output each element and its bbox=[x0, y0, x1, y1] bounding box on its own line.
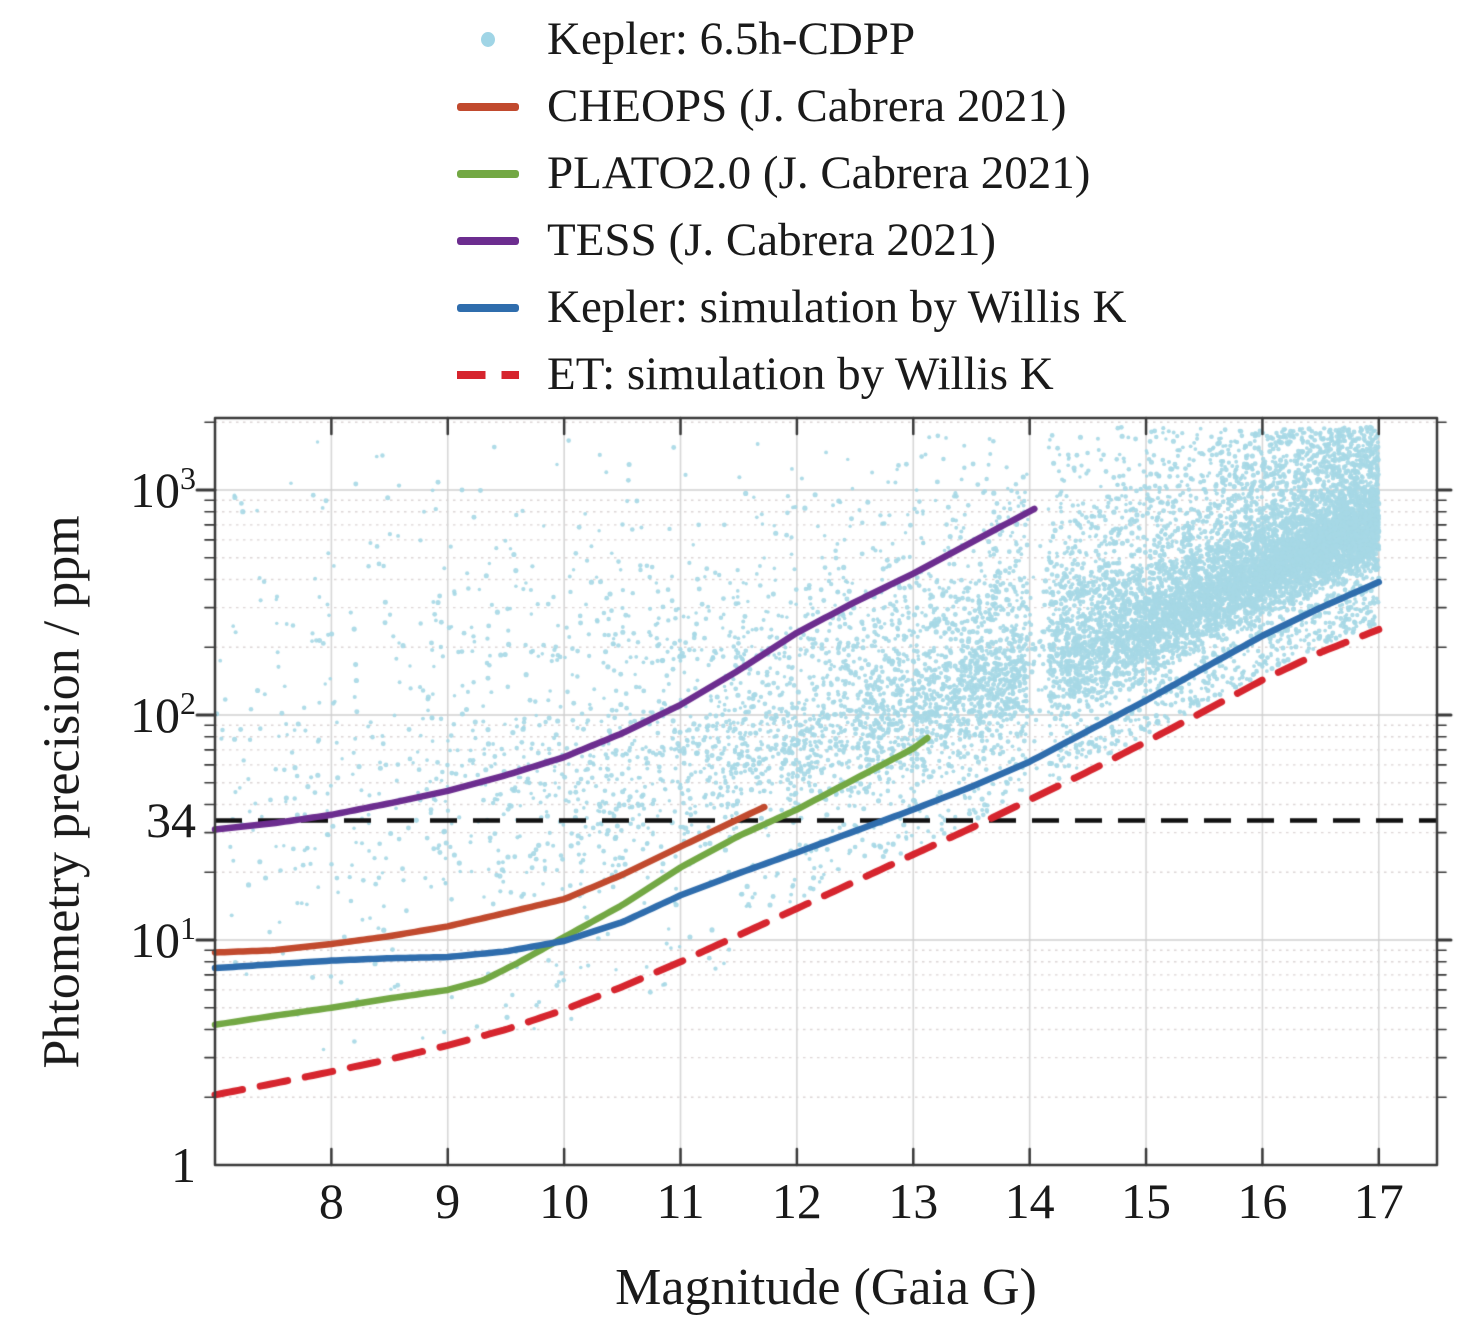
legend-label: CHEOPS (J. Cabrera 2021) bbox=[547, 80, 1067, 132]
x-tick-label: 10 bbox=[539, 1173, 590, 1229]
x-tick-label: 16 bbox=[1237, 1173, 1288, 1229]
legend-item-kepler-cdpp: Kepler: 6.5h-CDPP bbox=[455, 6, 1126, 73]
line-marker-icon bbox=[457, 169, 519, 178]
legend-item-et-sim: ET: simulation by Willis K bbox=[455, 341, 1126, 408]
legend-label: PLATO2.0 (J. Cabrera 2021) bbox=[547, 147, 1091, 199]
x-tick-label: 13 bbox=[888, 1173, 939, 1229]
dot-marker-icon bbox=[481, 32, 495, 47]
x-axis-title: Magnitude (Gaia G) bbox=[615, 1259, 1037, 1316]
x-tick-label: 15 bbox=[1121, 1173, 1172, 1229]
x-tick-label: 8 bbox=[318, 1173, 344, 1229]
y-tick-label: 1 bbox=[171, 1137, 196, 1193]
x-tick-label: 12 bbox=[771, 1173, 822, 1229]
legend-label: Kepler: 6.5h-CDPP bbox=[547, 13, 916, 65]
legend: Kepler: 6.5h-CDPP CHEOPS (J. Cabrera 202… bbox=[455, 6, 1126, 408]
line-marker-icon bbox=[457, 102, 519, 111]
legend-item-plato: PLATO2.0 (J. Cabrera 2021) bbox=[455, 140, 1126, 207]
y-tick-label: 34 bbox=[146, 792, 196, 849]
dashed-line-marker-icon bbox=[457, 370, 519, 379]
line-marker-icon bbox=[457, 236, 519, 245]
y-tick-label: 103 bbox=[130, 460, 196, 518]
legend-label: ET: simulation by Willis K bbox=[547, 348, 1054, 400]
y-tick-label: 101 bbox=[130, 910, 196, 968]
legend-item-cheops: CHEOPS (J. Cabrera 2021) bbox=[455, 73, 1126, 140]
legend-label: TESS (J. Cabrera 2021) bbox=[547, 214, 997, 266]
legend-label: Kepler: simulation by Willis K bbox=[547, 281, 1127, 333]
x-tick-label: 14 bbox=[1004, 1173, 1055, 1229]
legend-item-kepler-sim: Kepler: simulation by Willis K bbox=[455, 274, 1126, 341]
x-tick-label: 9 bbox=[435, 1173, 461, 1229]
line-marker-icon bbox=[457, 303, 519, 312]
y-tick-label: 102 bbox=[130, 685, 196, 743]
legend-item-tess: TESS (J. Cabrera 2021) bbox=[455, 207, 1126, 274]
x-tick-label: 11 bbox=[656, 1173, 705, 1229]
x-tick-label: 17 bbox=[1353, 1173, 1404, 1229]
